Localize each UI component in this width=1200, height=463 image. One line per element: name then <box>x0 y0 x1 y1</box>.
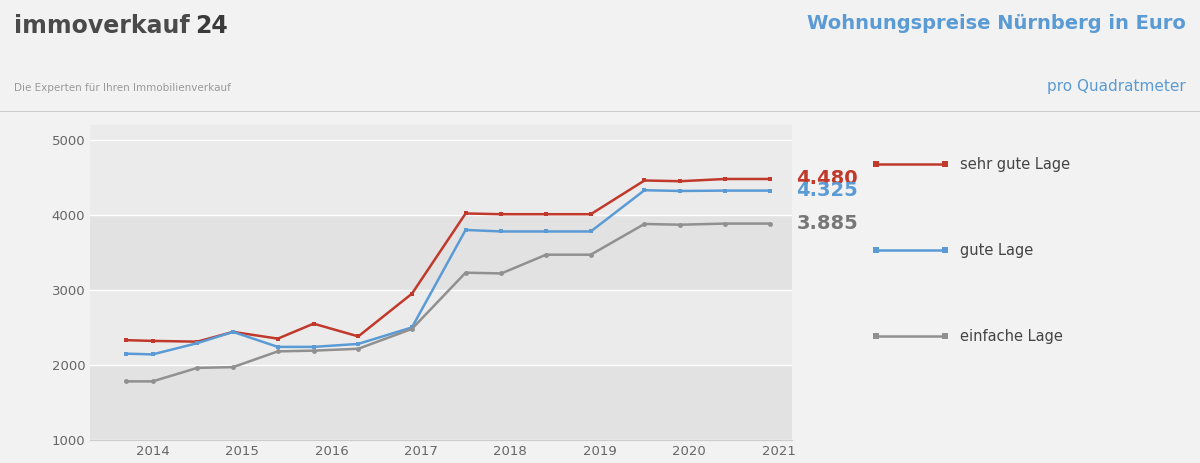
Bar <box>90 125 792 215</box>
Text: einfache Lage: einfache Lage <box>960 329 1063 344</box>
Text: sehr gute Lage: sehr gute Lage <box>960 156 1070 172</box>
Text: 24: 24 <box>196 14 228 38</box>
Text: Wohnungspreise Nürnberg in Euro: Wohnungspreise Nürnberg in Euro <box>806 14 1186 33</box>
Text: 4.480: 4.480 <box>797 169 858 188</box>
Bar <box>90 215 792 290</box>
Text: Die Experten für Ihren Immobilienverkauf: Die Experten für Ihren Immobilienverkauf <box>14 83 232 94</box>
Text: 3.885: 3.885 <box>797 214 858 233</box>
Text: 4.325: 4.325 <box>797 181 858 200</box>
Text: gute Lage: gute Lage <box>960 243 1033 258</box>
Text: immoverkauf: immoverkauf <box>14 14 190 38</box>
Bar <box>90 365 792 440</box>
Bar <box>90 290 792 365</box>
Text: pro Quadratmeter: pro Quadratmeter <box>1046 79 1186 94</box>
